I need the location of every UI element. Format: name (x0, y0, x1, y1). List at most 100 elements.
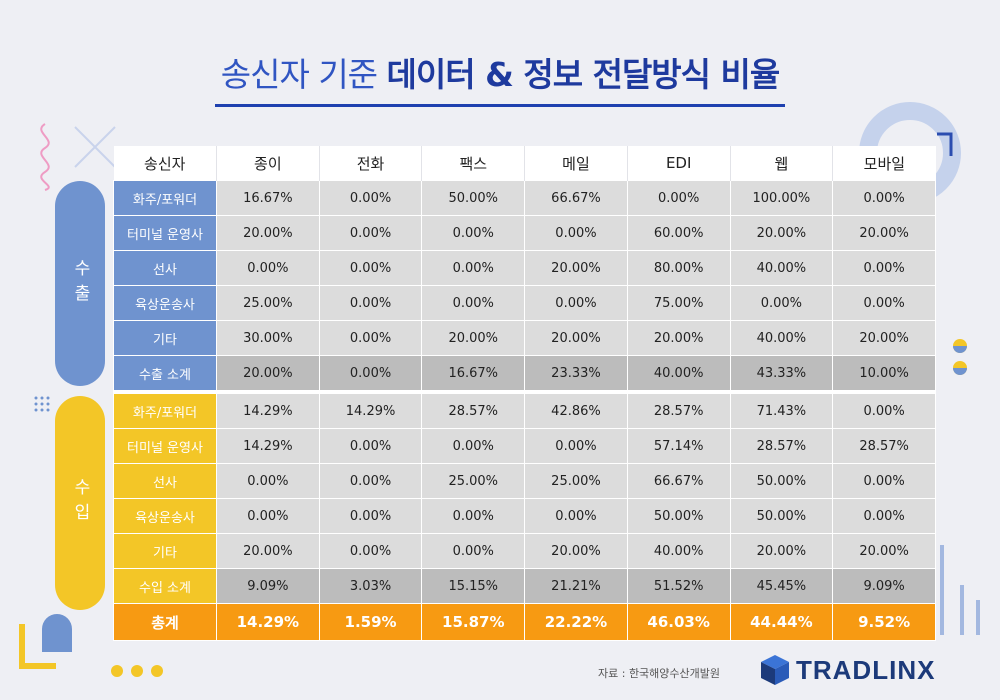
bars-decoration (940, 545, 980, 635)
total-cell: 9.52% (832, 603, 936, 641)
table-row: 화주/포워더 14.29% 14.29% 28.57% 42.86% 28.57% 71.4… (113, 391, 936, 429)
table-cell: 0.00% (832, 285, 936, 321)
table-cell: 21.21% (524, 568, 628, 604)
table-cell: 0.00% (318, 250, 423, 286)
table-cell: 0.00% (421, 533, 526, 569)
table-cell: 60.00% (626, 215, 731, 251)
table-cell: 51.52% (626, 568, 731, 604)
row-label: 기타 (113, 320, 217, 356)
table-cell: 30.00% (216, 320, 320, 356)
table-cell: 20.00% (524, 320, 628, 356)
corner-bracket-decoration (937, 132, 953, 156)
logo-text: TRADLINX (796, 654, 936, 685)
table-cell: 0.00% (216, 463, 320, 499)
table-cell: 40.00% (626, 355, 731, 394)
table-cell: 0.00% (318, 463, 423, 499)
table-header-row: 송신자 종이 전화 팩스 메일 EDI 웹 모바일 (113, 146, 936, 181)
table-cell: 0.00% (729, 285, 834, 321)
table-cell: 0.00% (318, 180, 423, 216)
table-cell: 23.33% (524, 355, 628, 394)
table-cell: 0.00% (524, 498, 628, 534)
import-group-label: 수입 (55, 396, 105, 610)
table-cell: 0.00% (216, 498, 320, 534)
header-edi: EDI (626, 146, 731, 181)
table-cell: 0.00% (524, 285, 628, 321)
header-paper: 종이 (216, 146, 320, 181)
table-row: 선사 0.00% 0.00% 25.00% 25.00% 66.67% 50.00% 0.00… (113, 463, 936, 499)
row-label: 선사 (113, 463, 217, 499)
table-row: 터미널 운영사 20.00% 0.00% 0.00% 0.00% 60.00% 20.00%… (113, 215, 936, 251)
table-cell: 57.14% (626, 428, 731, 464)
zigzag-decoration (40, 123, 50, 191)
table-cell: 0.00% (318, 533, 423, 569)
table-cell: 20.00% (729, 215, 834, 251)
header-web: 웹 (729, 146, 833, 181)
table-cell: 0.00% (318, 285, 423, 321)
total-cell: 46.03% (626, 603, 731, 641)
table-cell: 14.29% (216, 391, 320, 429)
table-cell: 0.00% (524, 215, 628, 251)
table-cell: 20.00% (216, 215, 320, 251)
ratio-table: 송신자 종이 전화 팩스 메일 EDI 웹 모바일 화주/포워더 16.67% 0.… (113, 146, 936, 641)
table-cell: 16.67% (216, 180, 320, 216)
row-label: 화주/포워더 (113, 180, 217, 216)
table-cell: 16.67% (421, 355, 526, 394)
table-cell: 0.00% (318, 355, 423, 394)
table-cell: 80.00% (626, 250, 731, 286)
total-row: 총계 14.29% 1.59% 15.87% 22.22% 46.03% 44.44% 9.5… (113, 603, 936, 641)
row-label: 터미널 운영사 (113, 428, 217, 464)
total-label: 총계 (113, 603, 217, 641)
row-label: 수출 소계 (113, 355, 217, 394)
table-cell: 28.57% (832, 428, 936, 464)
row-label: 육상운송사 (113, 498, 217, 534)
row-label: 육상운송사 (113, 285, 217, 321)
table-cell: 45.45% (729, 568, 834, 604)
table-cell: 3.03% (318, 568, 423, 604)
table-cell: 20.00% (832, 320, 936, 356)
arch-decoration (42, 614, 72, 652)
header-fax: 팩스 (421, 146, 525, 181)
table-cell: 75.00% (626, 285, 731, 321)
table-cell: 0.00% (318, 428, 423, 464)
dot-grid-decoration (34, 396, 50, 412)
dots-decoration (111, 665, 163, 677)
table-cell: 14.29% (318, 391, 423, 429)
table-cell: 20.00% (524, 533, 628, 569)
title-area: 송신자 기준 데이터 & 정보 전달방식 비율 (0, 48, 1000, 107)
header-mobile: 모바일 (832, 146, 936, 181)
row-label: 수입 소계 (113, 568, 217, 604)
table-cell: 25.00% (524, 463, 628, 499)
table-cell: 50.00% (626, 498, 731, 534)
table-cell: 0.00% (421, 250, 526, 286)
table-row: 기타 20.00% 0.00% 0.00% 20.00% 40.00% 20.00% 20.0… (113, 533, 936, 569)
row-label: 화주/포워더 (113, 391, 217, 429)
table-cell: 0.00% (832, 250, 936, 286)
table-cell: 0.00% (832, 463, 936, 499)
title-light: 송신자 기준 (220, 55, 378, 94)
table-cell: 20.00% (524, 250, 628, 286)
export-group-text: 수출 (70, 258, 90, 309)
table-row: 화주/포워더 16.67% 0.00% 50.00% 66.67% 0.00% 100.00… (113, 180, 936, 216)
subtotal-row: 수입 소계 9.09% 3.03% 15.15% 21.21% 51.52% 45.45% 9… (113, 568, 936, 604)
table-cell: 43.33% (729, 355, 834, 394)
table-cell: 0.00% (421, 498, 526, 534)
table-cell: 71.43% (729, 391, 834, 429)
table-cell: 0.00% (216, 250, 320, 286)
import-group-text: 수입 (70, 478, 90, 528)
total-cell: 44.44% (729, 603, 834, 641)
table-cell: 20.00% (421, 320, 526, 356)
table-row: 육상운송사 0.00% 0.00% 0.00% 0.00% 50.00% 50.00% 0.0… (113, 498, 936, 534)
table-cell: 0.00% (318, 498, 423, 534)
table-cell: 20.00% (832, 215, 936, 251)
source-note: 자료 : 한국해양수산개발원 (598, 667, 721, 680)
table-row: 기타 30.00% 0.00% 20.00% 20.00% 20.00% 40.00% 20.… (113, 320, 936, 356)
table-cell: 9.09% (832, 568, 936, 604)
half-circle-icon (953, 339, 967, 375)
total-cell: 14.29% (216, 603, 320, 641)
row-label: 터미널 운영사 (113, 215, 217, 251)
table-cell: 28.57% (626, 391, 731, 429)
export-group-label: 수출 (55, 181, 105, 386)
table-row: 육상운송사 25.00% 0.00% 0.00% 0.00% 75.00% 0.00% 0.0… (113, 285, 936, 321)
table-cell: 9.09% (216, 568, 320, 604)
table-cell: 25.00% (216, 285, 320, 321)
